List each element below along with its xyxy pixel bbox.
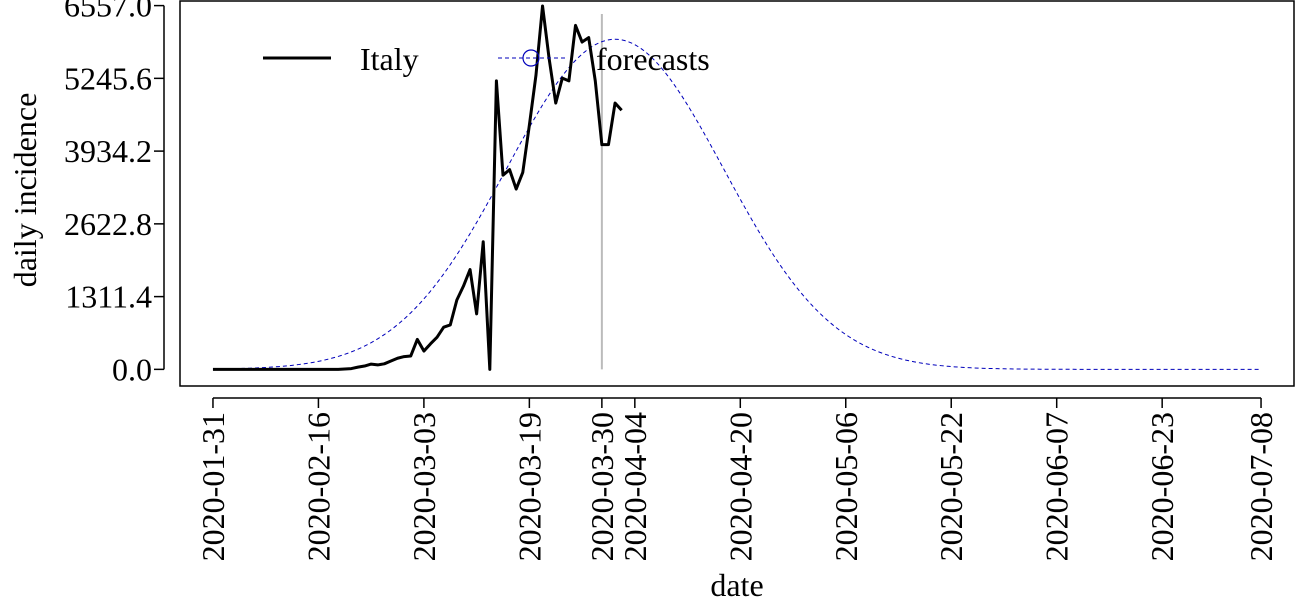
y-tick-label: 0.0 bbox=[112, 351, 152, 387]
x-tick-label: 2020-03-30 bbox=[584, 412, 620, 561]
x-tick-label: 2020-04-04 bbox=[617, 412, 653, 561]
legend-forecasts-label: forecasts bbox=[596, 41, 710, 77]
y-axis: 0.0 1311.4 2622.8 3934.2 5245.6 6557.0 bbox=[64, 0, 165, 387]
x-tick-label: 2020-02-16 bbox=[300, 412, 336, 561]
forecast-series-line bbox=[212, 38, 1262, 370]
y-tick-label: 5245.6 bbox=[64, 60, 152, 96]
italy-series-line bbox=[212, 4, 623, 371]
x-axis-title: date bbox=[710, 567, 763, 600]
plot-frame bbox=[179, 0, 1295, 387]
y-tick-label: 2622.8 bbox=[64, 206, 152, 242]
x-tick-label: 2020-05-06 bbox=[828, 412, 864, 561]
x-tick-label: 2020-01-31 bbox=[195, 412, 231, 561]
y-tick-label: 1311.4 bbox=[65, 279, 152, 315]
legend-forecasts-marker bbox=[522, 49, 540, 67]
x-axis: 2020-01-31 2020-02-16 2020-03-03 2020-03-19… bbox=[195, 397, 1279, 561]
y-tick-label: 3934.2 bbox=[64, 133, 152, 169]
x-tick-label: 2020-03-19 bbox=[511, 412, 547, 561]
x-tick-label: 2020-03-03 bbox=[406, 412, 442, 561]
y-tick-label: 6557.0 bbox=[64, 0, 152, 24]
x-tick-label: 2020-06-23 bbox=[1144, 412, 1180, 561]
x-tick-label: 2020-05-22 bbox=[933, 412, 969, 561]
y-axis-title: daily incidence bbox=[7, 93, 43, 288]
legend-italy-label: Italy bbox=[360, 41, 419, 77]
x-tick-label: 2020-07-08 bbox=[1243, 412, 1279, 561]
x-tick-label: 2020-04-20 bbox=[722, 412, 758, 561]
x-tick-label: 2020-06-07 bbox=[1039, 412, 1075, 561]
legend: Italy forecasts bbox=[263, 41, 710, 77]
